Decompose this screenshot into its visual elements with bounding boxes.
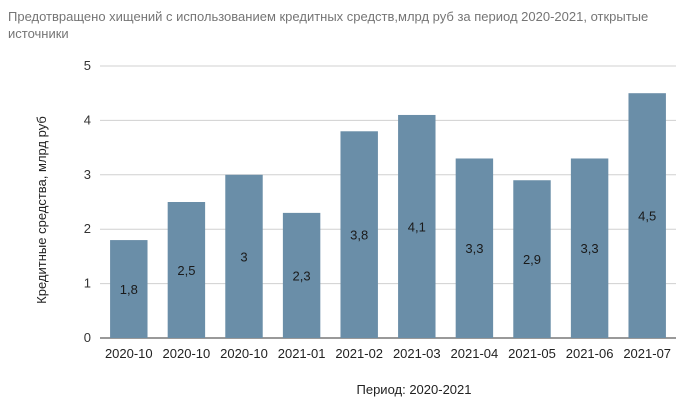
x-tick-label: 2021-05 (508, 346, 556, 361)
bar-value-label: 3 (240, 249, 247, 264)
x-tick-label: 2021-07 (623, 346, 671, 361)
bar-value-label: 1,8 (120, 282, 138, 297)
y-tick-label: 3 (84, 167, 91, 182)
x-axis-label: Период: 2020-2021 (357, 382, 472, 397)
x-tick-label: 2020-10 (105, 346, 153, 361)
bar-value-label: 2,9 (523, 252, 541, 267)
bar-value-label: 4,1 (408, 219, 426, 234)
x-tick-label: 2021-06 (566, 346, 614, 361)
bar (282, 212, 321, 338)
bars: 1,8 2,5 3 2,3 3,8 4,1 3,3 2,9 3,3 4,5 (110, 93, 666, 339)
bar-value-label: 4,5 (638, 209, 656, 224)
bar (398, 114, 436, 339)
bar (225, 174, 263, 338)
y-axis-label: Кредитные средства, млрд руб (34, 116, 49, 304)
bar-value-label: 3,3 (581, 241, 599, 256)
bar (110, 240, 148, 338)
x-tick-label: 2020-10 (220, 346, 268, 361)
bar (570, 158, 609, 338)
x-tick-label: 2021-01 (278, 346, 326, 361)
tick-labels: 0 1 2 3 4 5 2020-10 2020-10 2020-10 2021-01 2021-0… (84, 58, 671, 361)
x-tick-label: 2021-02 (335, 346, 383, 361)
bar-value-label: 2,3 (293, 268, 311, 283)
bar-value-label: 3,3 (465, 241, 483, 256)
bar (340, 131, 378, 338)
y-tick-label: 0 (84, 330, 91, 345)
chart-title: Предотвращено хищений с использованием к… (8, 9, 649, 41)
x-tick-label: 2021-04 (451, 346, 499, 361)
bar-value-label: 3,8 (350, 228, 368, 243)
x-tick-label: 2020-10 (163, 346, 211, 361)
y-tick-label: 4 (84, 112, 91, 127)
x-tick-label: 2021-03 (393, 346, 441, 361)
bar (513, 180, 551, 338)
bar (455, 158, 494, 338)
bar (167, 202, 206, 338)
bar-value-label: 2,5 (177, 263, 195, 278)
y-tick-label: 1 (84, 276, 91, 291)
y-tick-label: 2 (84, 221, 91, 236)
bar (628, 93, 666, 338)
y-tick-label: 5 (84, 58, 91, 73)
